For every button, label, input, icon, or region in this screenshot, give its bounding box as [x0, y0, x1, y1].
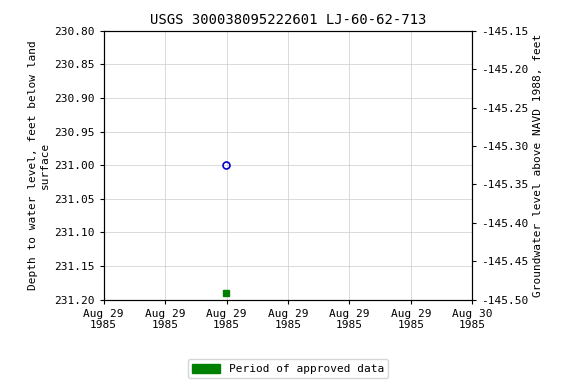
Y-axis label: Depth to water level, feet below land
surface: Depth to water level, feet below land su…	[28, 40, 50, 290]
Legend: Period of approved data: Period of approved data	[188, 359, 388, 379]
Title: USGS 300038095222601 LJ-60-62-713: USGS 300038095222601 LJ-60-62-713	[150, 13, 426, 27]
Y-axis label: Groundwater level above NAVD 1988, feet: Groundwater level above NAVD 1988, feet	[533, 33, 543, 297]
